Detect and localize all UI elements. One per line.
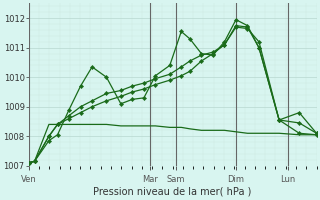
X-axis label: Pression niveau de la mer( hPa ): Pression niveau de la mer( hPa ) [93, 187, 252, 197]
